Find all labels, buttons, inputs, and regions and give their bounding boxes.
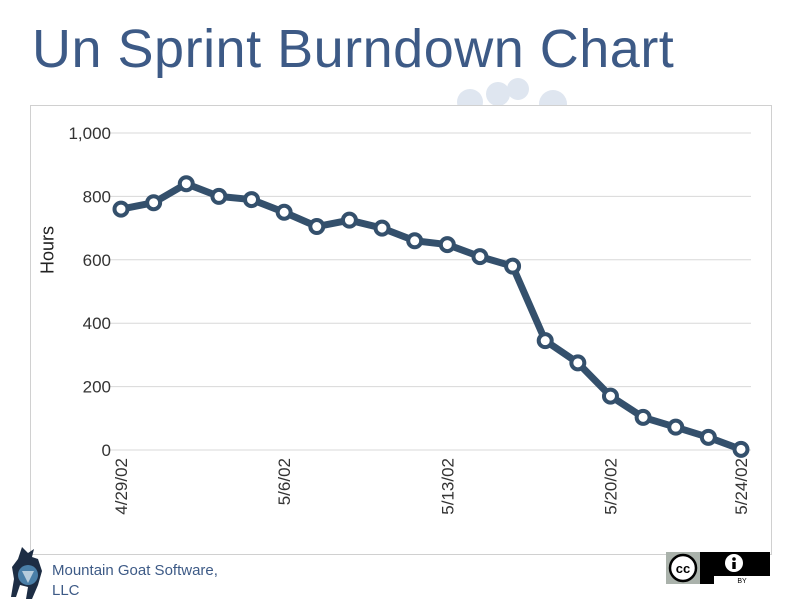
- data-point: [406, 232, 424, 250]
- data-point: [569, 354, 587, 372]
- data-point: [340, 211, 358, 229]
- chart-area: 0 200 400 600 800 1,000 4/29/02 5/6/02 5/13/02 5/…: [30, 105, 772, 555]
- y-tick-label: 800: [83, 187, 111, 206]
- x-tick-label: 5/24/02: [732, 458, 751, 515]
- data-point: [275, 203, 293, 221]
- y-axis-label: Hours: [37, 225, 58, 275]
- footer-company: Mountain Goat Software, LLC: [52, 562, 218, 599]
- burndown-chart: 0 200 400 600 800 1,000 4/29/02 5/6/02 5/13/02 5/…: [68, 124, 751, 515]
- x-tick-label: 5/6/02: [275, 458, 294, 505]
- y-tick-label: 200: [83, 378, 111, 397]
- goat-logo-icon: [11, 547, 42, 599]
- y-axis-label-box: Hours: [38, 180, 58, 320]
- series-line: [117, 180, 745, 453]
- data-point: [634, 408, 652, 426]
- x-tick-label: 5/13/02: [438, 458, 457, 515]
- by-label: BY: [737, 578, 747, 584]
- creative-commons-badge-icon[interactable]: cc BY: [666, 552, 770, 584]
- page-title: Un Sprint Burndown Chart: [32, 19, 675, 79]
- x-tick-label: 5/20/02: [601, 458, 620, 515]
- data-point: [504, 257, 522, 275]
- data-point: [373, 219, 391, 237]
- data-point: [177, 175, 195, 193]
- data-point: [308, 218, 326, 236]
- data-point: [243, 191, 261, 209]
- data-point: [471, 248, 489, 266]
- data-point: [145, 194, 163, 212]
- y-tick-label: 1,000: [68, 124, 111, 143]
- data-point: [732, 440, 750, 458]
- cc-label: cc: [676, 561, 690, 576]
- data-point: [601, 387, 619, 405]
- y-tick-label: 400: [83, 314, 111, 333]
- y-tick-label: 600: [83, 251, 111, 270]
- y-tick-label: 0: [102, 441, 111, 460]
- data-point: [667, 418, 685, 436]
- data-point: [438, 236, 456, 254]
- data-point: [699, 428, 717, 446]
- data-point: [536, 332, 554, 350]
- x-tick-label: 4/29/02: [112, 458, 131, 515]
- data-point: [112, 200, 130, 218]
- data-point: [210, 187, 228, 205]
